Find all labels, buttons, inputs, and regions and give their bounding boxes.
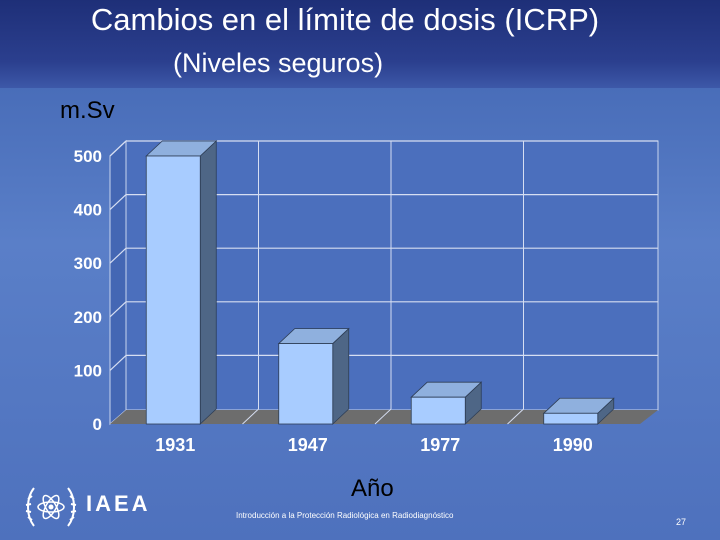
iaea-emblem-icon [25, 487, 77, 527]
plot-side-wall [109, 139, 127, 426]
bar-side [199, 140, 217, 425]
grid-line [109, 247, 127, 264]
page-number: 27 [676, 517, 687, 527]
grid-line [507, 408, 524, 425]
grid-line [109, 354, 127, 371]
x-tick-label: 1947 [288, 435, 328, 455]
y-tick-label: 100 [74, 361, 102, 380]
bar-front [543, 412, 599, 425]
x-tick-labels: 1931 1947 1977 1990 [155, 435, 593, 455]
y-tick-label: 200 [74, 308, 102, 327]
grid-line [374, 408, 392, 425]
bar-1977 [410, 381, 483, 425]
y-tick-labels: 0 100 200 300 400 500 [74, 147, 102, 434]
x-axis-label: Año [351, 475, 394, 502]
bar-1931 [145, 140, 218, 425]
x-tick-label: 1931 [155, 435, 195, 455]
header-band [0, 0, 720, 88]
y-tick-label: 400 [74, 201, 102, 220]
grid-line [109, 301, 127, 318]
bar-front [410, 396, 466, 425]
bar-front [145, 155, 201, 425]
grid-line [109, 194, 127, 211]
x-tick-label: 1990 [553, 435, 593, 455]
slide-title: Cambios en el límite de dosis (ICRP) [90, 2, 600, 37]
footer-text: Introducción a la Protección Radiológica… [236, 511, 454, 520]
y-axis-label: m.Sv [60, 97, 115, 124]
y-tick-label: 0 [93, 415, 102, 434]
grid-line [109, 140, 127, 157]
slide-subtitle: (Niveles seguros) [173, 48, 384, 78]
bar-1990 [542, 397, 615, 425]
bar-side [332, 327, 350, 425]
x-tick-label: 1977 [420, 435, 460, 455]
iaea-logo-text: IAEA [86, 491, 151, 516]
bar-1947 [277, 327, 350, 425]
y-tick-label: 300 [74, 254, 102, 273]
bar-front [278, 343, 334, 425]
grid-line [242, 408, 259, 425]
plot-floor [110, 410, 658, 424]
bars [145, 140, 615, 425]
y-tick-label: 500 [74, 147, 102, 166]
